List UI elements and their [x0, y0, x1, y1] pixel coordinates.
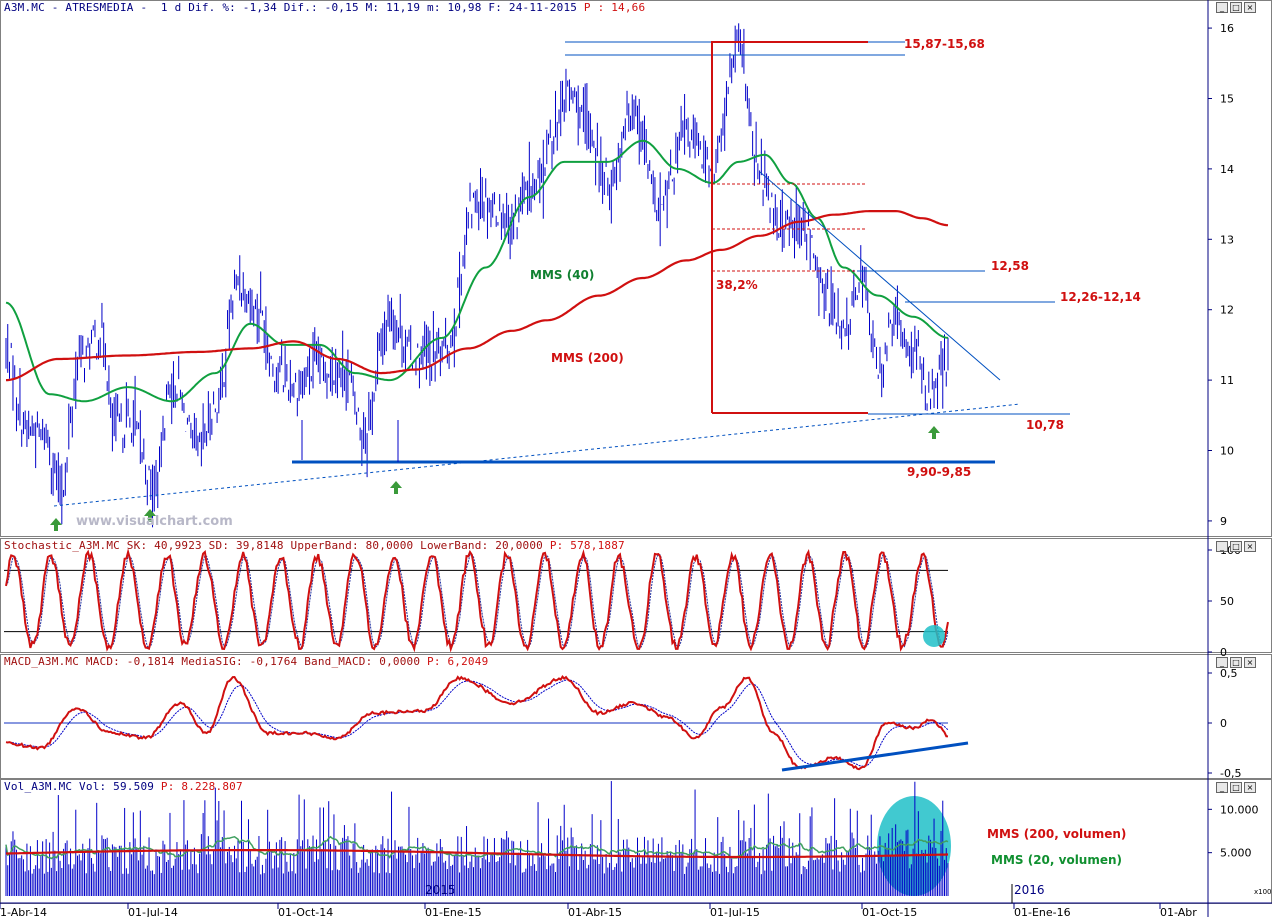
price-window-controls: _ □ × — [1216, 2, 1256, 13]
stoch-header-text: Stochastic_A3M.MC SK: 40,9923 SD: 39,814… — [4, 539, 550, 552]
legend-vol-sma20: MMS (20, volumen) — [991, 853, 1122, 867]
minimize-button[interactable]: _ — [1216, 541, 1228, 552]
annotation-label: 12,58 — [991, 259, 1029, 273]
y-tick-label: 9 — [1220, 515, 1227, 528]
annotations: 15,87-15,68 12,58 12,26-12,14 10,78 9,90-9,8… — [50, 37, 1141, 867]
watermark: www.visualchart.com — [76, 514, 233, 529]
minimize-button[interactable]: _ — [1216, 2, 1228, 13]
maximize-button[interactable]: □ — [1230, 782, 1242, 793]
macd-window-controls: _ □ × — [1216, 657, 1256, 668]
x-tick-label: 01-Ene-15 — [425, 906, 482, 917]
x-tick-label: 1-Abr-14 — [0, 906, 47, 917]
y-tick-label: 11 — [1220, 374, 1234, 387]
maximize-button[interactable]: □ — [1230, 657, 1242, 668]
up-arrow-icon — [144, 509, 156, 522]
volume-sma200-line — [6, 848, 948, 859]
stoch-sd-line — [5, 552, 949, 650]
stoch-highlight — [923, 625, 945, 647]
price-header-text: A3M.MC - ATRESMEDIA - 1 d Dif. %: -1,34 … — [4, 1, 584, 14]
close-button[interactable]: × — [1244, 782, 1256, 793]
axes: 910111213141516050100-0,500,55.00010.000… — [0, 22, 1272, 917]
macd-header-text: MACD_A3M.MC MACD: -0,1814 MediaSIG: -0,1… — [4, 655, 427, 668]
annotation-label: 15,87-15,68 — [904, 37, 985, 51]
stoch-window-controls: _ □ × — [1216, 541, 1256, 552]
minimize-button[interactable]: _ — [1216, 657, 1228, 668]
close-button[interactable]: × — [1244, 541, 1256, 552]
legend-sma200: MMS (200) — [551, 351, 624, 365]
vol-header: Vol_A3M.MC Vol: 59.509 P: 8.228.807 — [4, 780, 243, 793]
panel-border — [0, 0, 1272, 537]
annotation-label: 38,2% — [716, 278, 758, 292]
long-trendline — [53, 403, 1021, 507]
x-tick-label: 01-Jul-14 — [128, 906, 178, 917]
y-tick-label: 13 — [1220, 233, 1234, 246]
stoch-header: Stochastic_A3M.MC SK: 40,9923 SD: 39,814… — [4, 539, 625, 552]
maximize-button[interactable]: □ — [1230, 2, 1242, 13]
volume-panel[interactable] — [5, 781, 951, 896]
year-label: 2015 — [425, 883, 456, 897]
y-tick-label: 0 — [1220, 646, 1227, 659]
price-panel[interactable] — [5, 23, 949, 528]
close-button[interactable]: × — [1244, 657, 1256, 668]
y-tick-label: 10 — [1220, 445, 1234, 458]
vol-window-controls: _ □ × — [1216, 782, 1256, 793]
x-tick-label: 01-Oct-15 — [862, 906, 917, 917]
fibonacci-box — [711, 41, 868, 413]
macd-line — [5, 675, 949, 771]
macd-trendline — [781, 741, 969, 772]
up-arrow-icon — [928, 426, 940, 439]
price-header-p: P : 14,66 — [583, 1, 646, 14]
volume-highlight — [877, 796, 951, 896]
macd-header: MACD_A3M.MC MACD: -0,1814 MediaSIG: -0,1… — [4, 655, 488, 668]
minimize-button[interactable]: _ — [1216, 782, 1228, 793]
downtrend-line — [759, 171, 1001, 381]
legend-vol-sma200: MMS (200, volumen) — [987, 827, 1126, 841]
stochastic-panel[interactable] — [4, 548, 949, 653]
macd-panel[interactable] — [4, 675, 969, 772]
price-header: A3M.MC - ATRESMEDIA - 1 d Dif. %: -1,34 … — [4, 1, 645, 14]
legend-sma40: MMS (40) — [530, 268, 594, 282]
stoch-sk-line — [5, 548, 949, 653]
y-tick-label: 14 — [1220, 163, 1234, 176]
y-tick-label: 0 — [1220, 717, 1227, 730]
y-tick-label: -0,5 — [1220, 767, 1241, 780]
y-tick-label: 10.000 — [1220, 803, 1259, 816]
x-tick-label: 01-Jul-15 — [710, 906, 760, 917]
annotation-label: 10,78 — [1026, 418, 1064, 432]
y-tick-label: 50 — [1220, 595, 1234, 608]
close-button[interactable]: × — [1244, 2, 1256, 13]
annotation-label: 9,90-9,85 — [907, 465, 971, 479]
x-tick-label: 01-Ene-16 — [1014, 906, 1071, 917]
macd-signal-line — [5, 679, 949, 767]
volume-sma20-line — [5, 835, 949, 860]
y-tick-label: 15 — [1220, 92, 1234, 105]
vol-header-text: Vol_A3M.MC Vol: 59.509 — [4, 780, 161, 793]
volume-unit-label: x100 — [1254, 888, 1272, 896]
y-tick-label: 0,5 — [1220, 667, 1238, 680]
stoch-header-p: P: 578,1887 — [549, 539, 625, 552]
y-tick-label: 5.000 — [1220, 847, 1252, 860]
sma40-line — [5, 139, 949, 403]
maximize-button[interactable]: □ — [1230, 541, 1242, 552]
macd-header-p: P: 6,2049 — [427, 655, 489, 668]
vol-header-p: P: 8.228.807 — [160, 780, 243, 793]
sma200-line — [6, 210, 949, 382]
y-tick-label: 12 — [1220, 304, 1234, 317]
annotation-label: 12,26-12,14 — [1060, 290, 1141, 304]
up-arrow-icon — [50, 518, 62, 531]
x-tick-label: 01-Oct-14 — [278, 906, 333, 917]
up-arrow-icon — [390, 481, 402, 494]
x-tick-label: 01-Abr-15 — [568, 906, 622, 917]
y-tick-label: 16 — [1220, 22, 1234, 35]
year-label: 2016 — [1014, 883, 1045, 897]
panel-border — [0, 654, 1272, 779]
x-tick-label: 01-Abr — [1160, 906, 1197, 917]
